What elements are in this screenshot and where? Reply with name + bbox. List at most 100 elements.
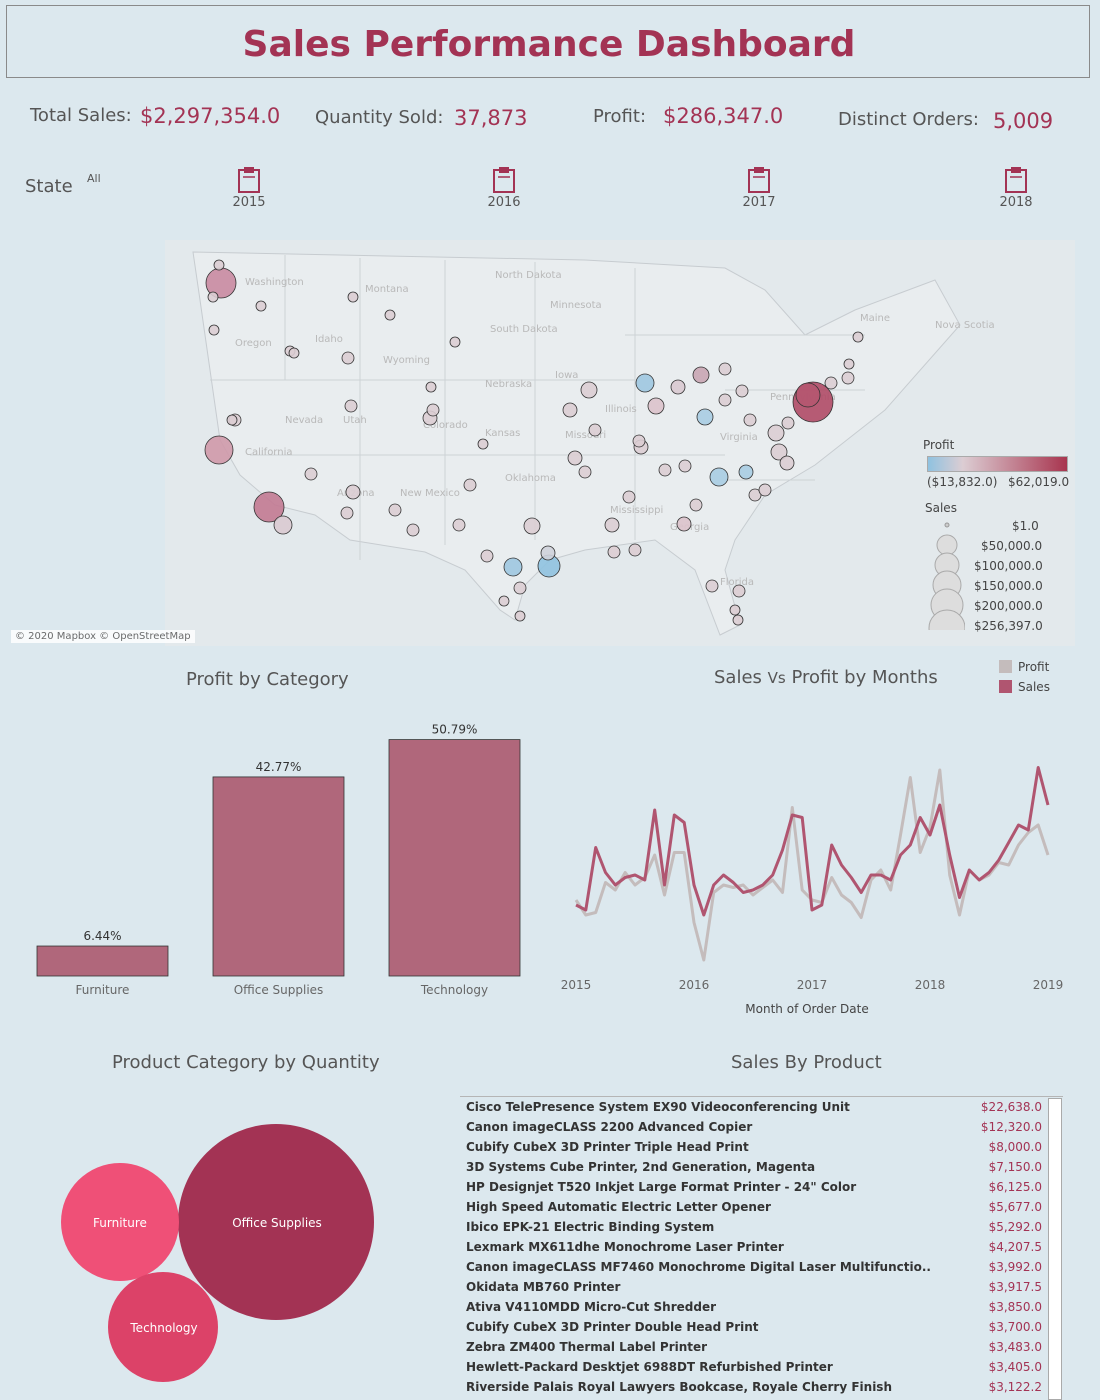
map-bubble[interactable] [213,259,225,271]
map-bubble[interactable] [709,467,729,487]
table-row[interactable]: High Speed Automatic Electric Letter Ope… [466,1200,1042,1220]
map-bubble[interactable] [767,424,785,442]
map-bubble[interactable] [732,584,746,598]
legend-profit-label[interactable]: Profit [1018,660,1050,674]
map-bubble[interactable] [607,545,621,559]
sales-map[interactable]: North Dakota Montana South Dakota Wyoming Ne… [165,240,1075,646]
map-bubble[interactable] [463,478,477,492]
table-row[interactable]: Zebra ZM400 Thermal Label Printer $3,483.… [466,1340,1042,1360]
map-bubble[interactable] [770,443,788,461]
map-bubble[interactable] [781,416,795,430]
year-filter-2018[interactable]: 2018 [983,166,1049,214]
year-filter-2016[interactable]: 2016 [471,166,537,214]
bubble-technology[interactable] [108,1272,218,1382]
map-bubble[interactable] [540,545,556,561]
table-row[interactable]: Okidata MB760 Printer $3,917.5 [466,1280,1042,1300]
map-bubble[interactable] [347,291,359,303]
map-bubble[interactable] [743,413,757,427]
table-row[interactable]: Cubify CubeX 3D Printer Double Head Prin… [466,1320,1042,1340]
map-bubble[interactable] [498,595,510,607]
table-row[interactable]: Ativa V4110MDD Micro-Cut Shredder $3,850.… [466,1300,1042,1320]
map-bubble[interactable] [779,455,795,471]
map-bubble[interactable] [340,506,354,520]
map-bubble[interactable] [718,393,732,407]
table-scrollbar[interactable] [1048,1098,1062,1400]
map-bubble[interactable] [843,358,855,370]
bubble-furniture[interactable] [61,1163,179,1281]
map-bubble[interactable] [735,384,749,398]
map-bubble[interactable] [208,324,220,336]
map-bubble[interactable] [692,366,710,384]
map-bubble[interactable] [273,515,293,535]
map-bubble[interactable] [729,604,741,616]
map-bubble[interactable] [841,371,855,385]
table-row[interactable]: Canon imageCLASS 2200 Advanced Copier $12… [466,1120,1042,1140]
map-bubble[interactable] [604,517,620,533]
bubble-office-supplies[interactable] [178,1124,374,1320]
map-bubble[interactable] [480,549,494,563]
map-bubble[interactable] [732,614,744,626]
state-filter-value[interactable]: All [87,172,101,185]
bar-office-supplies[interactable] [212,776,345,977]
map-bubble[interactable] [678,459,692,473]
map-bubble[interactable] [670,379,686,395]
table-row[interactable]: 3D Systems Cube Printer, 2nd Generation,… [466,1160,1042,1180]
map-bubble[interactable] [304,467,318,481]
map-bubble[interactable] [676,516,692,532]
map-bubble[interactable] [689,498,703,512]
map-bubble[interactable] [425,381,437,393]
map-bubble[interactable] [255,300,267,312]
map-bubble[interactable] [341,351,355,365]
map-bubble[interactable] [344,399,358,413]
map-bubble[interactable] [388,503,402,517]
table-row[interactable]: Cubify CubeX 3D Printer Triple Head Prin… [466,1140,1042,1160]
map-bubble[interactable] [204,435,234,465]
map-bubble[interactable] [647,397,665,415]
map-bubble[interactable] [503,557,523,577]
bar-technology[interactable] [388,739,521,977]
series-line-sales[interactable] [575,766,1050,917]
table-row[interactable]: Hewlett-Packard Desktjet 6988DT Refurbis… [466,1360,1042,1380]
table-row[interactable]: HP Designjet T520 Inkjet Large Format Pr… [466,1180,1042,1200]
table-row[interactable]: Lexmark MX611dhe Monochrome Laser Printe… [466,1240,1042,1260]
map-bubble[interactable] [226,414,238,426]
map-bubble[interactable] [758,483,772,497]
map-bubble[interactable] [406,523,420,537]
legend-sales-label[interactable]: Sales [1018,680,1050,694]
map-bubble[interactable] [477,438,489,450]
map-bubble[interactable] [580,381,598,399]
map-bubble[interactable] [852,331,864,343]
map-bubble[interactable] [628,543,642,557]
map-bubble[interactable] [588,423,602,437]
map-bubble[interactable] [578,465,592,479]
map-bubble[interactable] [345,484,361,500]
map-bubble[interactable] [513,581,527,595]
map-bubble[interactable] [718,362,732,376]
map-bubble[interactable] [426,403,440,417]
map-bubble[interactable] [635,373,655,393]
map-bubble[interactable] [449,336,461,348]
map-bubble[interactable] [705,579,719,593]
map-bubble[interactable] [696,408,714,426]
map-bubble[interactable] [288,347,300,359]
year-filter-2015[interactable]: 2015 [216,166,282,214]
map-bubble[interactable] [567,450,583,466]
year-filter-2017[interactable]: 2017 [726,166,792,214]
map-bubble[interactable] [622,490,636,504]
map-bubble[interactable] [207,291,219,303]
map-bubble[interactable] [632,434,646,448]
map-bubble[interactable] [253,491,285,523]
table-row[interactable]: Cisco TelePresence System EX90 Videoconf… [466,1100,1042,1120]
map-bubble[interactable] [384,309,396,321]
table-row[interactable]: Ibico EPK-21 Electric Binding System $5,2… [466,1220,1042,1240]
map-bubble[interactable] [562,402,578,418]
map-bubble[interactable] [523,517,541,535]
table-row[interactable]: Canon imageCLASS MF7460 Monochrome Digit… [466,1260,1042,1280]
map-bubble[interactable] [795,382,821,408]
bar-furniture[interactable] [36,945,169,977]
map-bubble[interactable] [452,518,466,532]
map-bubble[interactable] [738,464,754,480]
table-row[interactable]: Riverside Palais Royal Lawyers Bookcase,… [466,1380,1042,1400]
map-bubble[interactable] [824,376,838,390]
map-bubble[interactable] [514,610,526,622]
